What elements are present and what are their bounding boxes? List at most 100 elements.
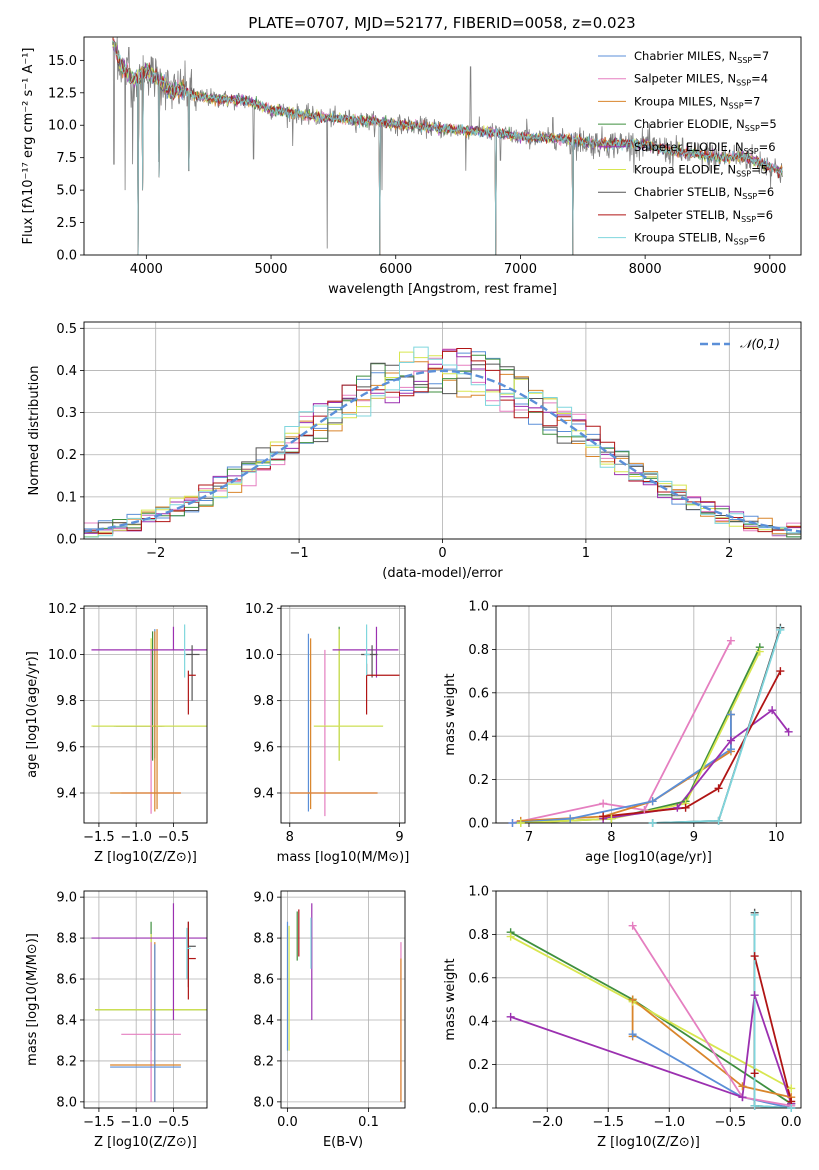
weight-line — [512, 640, 732, 823]
weights-vs-age-panel: 7 8 9 10 0.0 0.2 0.4 0.6 0.8 1.0 age [log10(age/yr… — [443, 600, 802, 865]
x-tick-label: 10 — [768, 830, 785, 845]
y-tick-label: 1.0 — [468, 600, 489, 615]
legend-sub: SSP — [734, 238, 749, 247]
x-tick-label: 0.0 — [277, 1115, 298, 1130]
y-tick-label: 10.0 — [245, 648, 274, 663]
weight-line — [652, 627, 782, 823]
y-tick-label: 0.4 — [468, 1015, 489, 1030]
x-axis-label: age [log10(age/yr)] — [585, 850, 712, 865]
legend-sub: SSP — [737, 56, 752, 65]
age-vs-mass-panel: 8 9 9.4 9.6 9.8 10.0 10.2 mass [log10(M/M⊙)] — [245, 602, 409, 865]
plot-area — [112, 37, 783, 255]
weight-line — [520, 651, 761, 823]
y-tick-label: 0.1 — [56, 490, 77, 505]
legend-value: =6 — [749, 231, 766, 245]
weight-marker — [750, 1069, 759, 1078]
x-tick-label: 7000 — [504, 262, 537, 277]
legend-label: Kroupa ELODIE, NSSP=5 — [634, 163, 768, 179]
y-tick-label: 9.0 — [56, 891, 77, 906]
axes-frame — [83, 36, 802, 256]
grid — [496, 605, 801, 824]
weight-marker — [787, 1104, 796, 1112]
legend-label: Chabrier ELODIE, NSSP=5 — [634, 117, 777, 133]
y-tick-label: 0.6 — [468, 971, 489, 986]
legend-label: Salpeter ELODIE, NSSP=6 — [634, 140, 776, 156]
legend-sub: SSP — [736, 170, 751, 179]
x-tick-label: −2 — [146, 546, 165, 561]
y-tick-label: 10.0 — [48, 648, 77, 663]
spectrum-panel: 4000 5000 6000 7000 8000 9000 0.0 2.5 5.0 7.5 10.0… — [21, 36, 802, 297]
x-tick-label: −1.5 — [83, 1115, 115, 1130]
weight-marker — [755, 647, 764, 656]
y-axis-label: age [log10(age/yr)] — [25, 651, 40, 778]
weight-marker — [648, 819, 657, 827]
x-tick-label: 4000 — [130, 262, 163, 277]
residual-histogram — [84, 346, 801, 538]
weight-marker — [648, 797, 657, 806]
x-tick-label: 9 — [395, 830, 403, 845]
y-tick-label: 8.4 — [253, 1013, 274, 1028]
legend-sub: SSP — [729, 101, 744, 110]
legend-label: Kroupa STELIB, NSSP=6 — [634, 231, 765, 247]
y-tick-label: 8.2 — [253, 1054, 274, 1069]
y-tick-label: 0.8 — [468, 643, 489, 658]
legend-label: Salpeter STELIB, NSSP=6 — [634, 208, 773, 224]
legend-value: =7 — [752, 49, 769, 63]
axes-frame — [495, 890, 802, 1109]
plot-area — [91, 624, 207, 814]
y-tick-label: 0.0 — [56, 249, 77, 264]
grid — [281, 606, 405, 823]
weight-line — [510, 931, 792, 1105]
y-axis-label: mass weight — [443, 958, 458, 1040]
x-tick-label: −0.5 — [158, 830, 190, 845]
y-axis-label: Normed distribution — [27, 366, 42, 496]
y-tick-label: 0.2 — [56, 448, 77, 463]
weight-marker — [506, 1012, 515, 1021]
plot-area — [91, 903, 207, 1102]
weight-marker — [516, 819, 525, 827]
axes-frame — [280, 605, 406, 824]
legend-value: =6 — [759, 140, 776, 154]
x-tick-label: −0.5 — [714, 1115, 746, 1130]
y-axis-label: mass weight — [443, 673, 458, 755]
legend-value: =6 — [757, 185, 774, 199]
y-tick-label: 1.0 — [468, 885, 489, 900]
y-tick-label: 10.2 — [48, 602, 77, 617]
y-tick-label: 0.8 — [468, 928, 489, 943]
x-tick-label: −1.0 — [653, 1115, 685, 1130]
y-axis-label: Flux [fλ10⁻¹⁷ erg cm⁻² s⁻¹ A⁻¹] — [21, 48, 36, 245]
spectrum-legend: Chabrier MILES, NSSP=7 Salpeter MILES, NS… — [598, 49, 777, 247]
x-tick-label: 6000 — [379, 262, 412, 277]
weight-marker — [566, 814, 575, 823]
model-spectrum-line — [112, 40, 783, 255]
x-tick-label: −0.5 — [158, 1115, 190, 1130]
gaussian-legend-label: 𝒩(0,1) — [740, 337, 780, 351]
weights-vs-metallicity-panel: −2.0 −1.5 −1.0 −0.5 0.0 0.0 0.2 0.4 0.6 0.8 1.0 Z [… — [443, 885, 802, 1151]
y-tick-label: 9.6 — [253, 740, 274, 755]
x-axis-label: Z [log10(Z/Z⊙)] — [94, 1135, 197, 1150]
y-tick-label: 8.2 — [56, 1054, 77, 1069]
mass-vs-metallicity-panel: −1.5 −1.0 −0.5 8.0 8.2 8.4 8.6 8.8 9.0 Z [log10(Z… — [25, 890, 208, 1150]
plot-area — [289, 624, 400, 817]
plot-area — [512, 627, 790, 823]
weight-marker — [738, 1093, 747, 1102]
y-tick-label: 0.0 — [56, 533, 77, 548]
y-tick-label: 0.2 — [468, 773, 489, 788]
y-tick-label: 0.0 — [468, 1102, 489, 1117]
weight-line — [520, 646, 761, 823]
y-tick-label: 0.2 — [468, 1058, 489, 1073]
y-tick-label: 0.3 — [56, 406, 77, 421]
x-tick-label: 1 — [582, 546, 590, 561]
y-tick-label: 10.2 — [245, 602, 274, 617]
y-tick-label: 8.6 — [56, 973, 77, 988]
x-axis-label: Z [log10(Z/Z⊙)] — [597, 1135, 700, 1150]
x-tick-label: −1.0 — [120, 1115, 152, 1130]
x-tick-label: −1 — [290, 546, 309, 561]
weight-marker — [726, 636, 735, 645]
x-tick-label: −1.5 — [83, 830, 115, 845]
x-tick-label: 0.1 — [358, 1115, 379, 1130]
weight-marker — [726, 736, 735, 745]
weight-marker — [673, 803, 682, 812]
y-tick-label: 0.0 — [468, 817, 489, 832]
